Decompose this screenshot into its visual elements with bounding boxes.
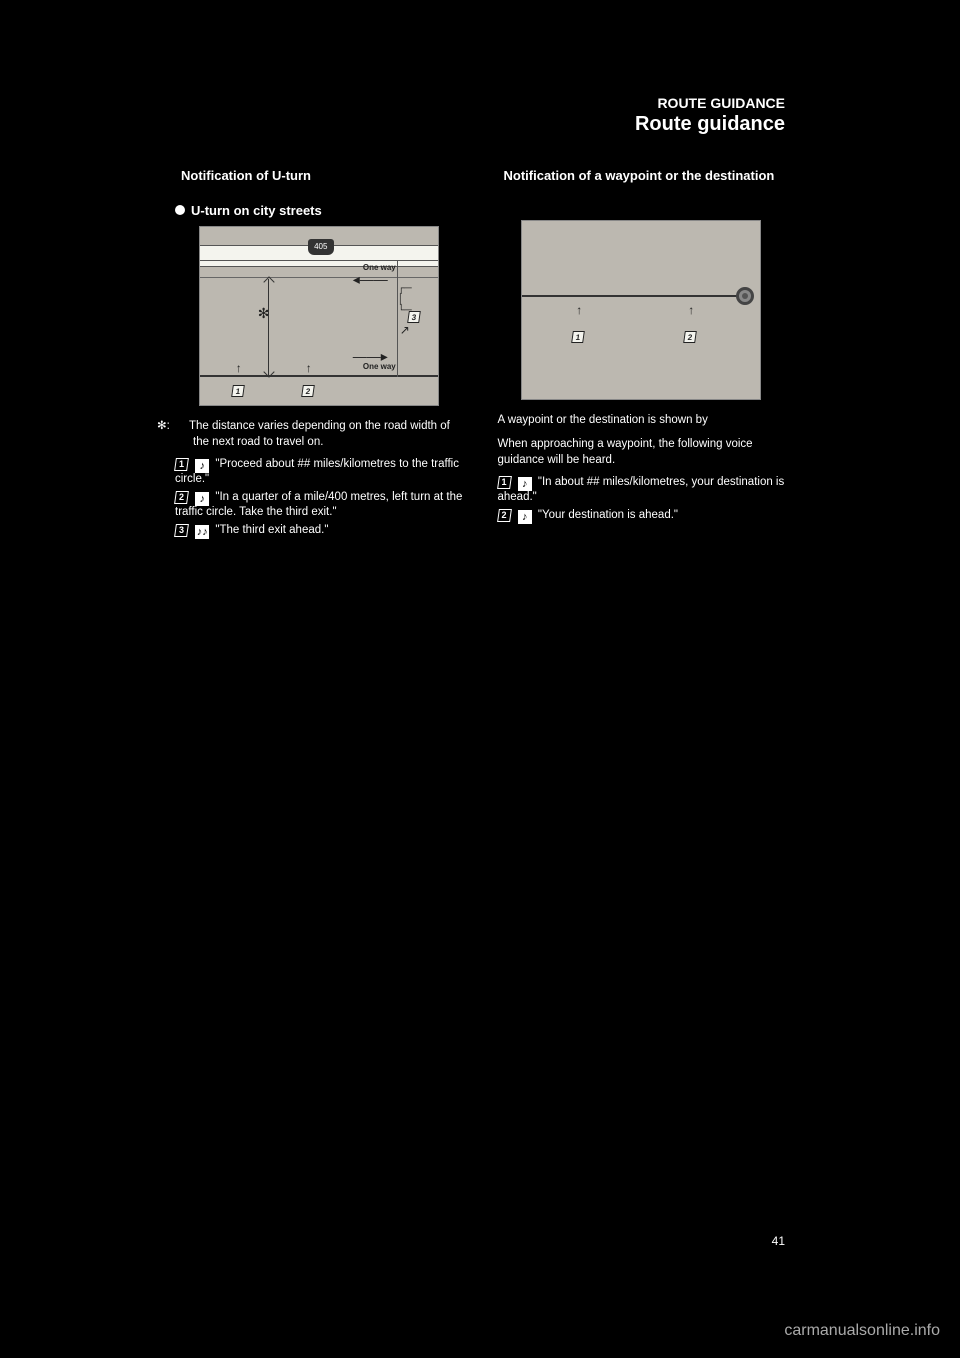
diagram-uturn: 405 One way ◂—— One way ——▸ ✻ ↑ 1 ↑ 2 ↗ … [199,226,439,406]
arrow-hook-icon: ↗ [400,323,410,337]
col2-heading: Notification of a waypoint or the destin… [498,165,786,205]
callout-marker: 2 [301,385,315,397]
asterisk-icon: ✻: [175,418,189,434]
arrow-right-icon: ——▸ [353,348,388,365]
arrow-up-icon: ↑ [688,303,694,317]
arrow-up-icon: ↑ [576,303,582,317]
col1-subheading: U-turn on city streets [175,203,463,218]
col1-subheading-text: U-turn on city streets [191,203,322,218]
callout-text: "Proceed about ## miles/kilometres to th… [175,458,459,485]
note-icon: ♪ [518,477,532,491]
callout-text: "In about ## miles/kilometres, your dest… [498,476,785,503]
route-line [522,295,752,297]
note-icon: ♪ [195,492,209,506]
callout-row: 3 ♪♪ "The third exit ahead." [175,524,463,539]
span-indicator [268,279,269,375]
content-columns: Notification of U-turn U-turn on city st… [175,165,785,541]
note-icon: ♪♪ [195,525,209,539]
column-left: Notification of U-turn U-turn on city st… [175,165,463,541]
callout-text: "In a quarter of a mile/400 metres, left… [175,491,462,518]
arrow-up-icon: ↑ [306,361,312,375]
callout-marker: 1 [571,331,585,343]
callout-row: 1 ♪ "Proceed about ## miles/kilometres t… [175,458,463,485]
callout-marker: 2 [683,331,697,343]
footnote: ✻:The distance varies depending on the r… [193,418,463,450]
callout-text: "The third exit ahead." [212,524,328,536]
col1-heading: Notification of U-turn [175,165,463,188]
bullet-icon [175,205,185,215]
footnote-text: The distance varies depending on the roa… [189,420,450,448]
arrow-left-icon: ◂—— [353,271,388,288]
diagram-waypoint: ↑ 1 ↑ 2 [521,220,761,400]
callout-row: 1 ♪ "In about ## miles/kilometres, your … [498,476,786,503]
paragraph: When approaching a waypoint, the followi… [498,436,786,468]
callout-marker: 3 [175,524,188,537]
note-icon: ♪ [195,459,209,473]
hwy-shield-icon: 405 [308,239,334,255]
page-header: ROUTE GUIDANCE Route guidance [635,95,785,136]
callout-row: 2 ♪ "In a quarter of a mile/400 metres, … [175,491,463,518]
callout-marker: 1 [175,458,188,471]
callout-marker: 2 [498,509,511,522]
section-title: Route guidance [635,113,785,136]
callout-row: 2 ♪ "Your destination is ahead." [498,509,786,524]
map-road [200,277,438,278]
map-road [200,261,438,267]
column-right: Notification of a waypoint or the destin… [498,165,786,541]
callout-marker: 1 [498,476,511,489]
arrow-up-icon: ↑ [236,361,242,375]
callout-marker: 2 [175,491,188,504]
callout-text: "Your destination is ahead." [535,509,678,521]
page-number: 41 [772,1234,785,1248]
paragraph: A waypoint or the destination is shown b… [498,412,786,428]
map-road [200,375,438,377]
watermark: carmanualsonline.info [784,1322,940,1340]
path-arrow-icon: ┌─│└─ [398,283,412,316]
destination-icon [736,287,754,305]
callout-marker: 1 [231,385,245,397]
chapter-title: ROUTE GUIDANCE [635,95,785,111]
note-icon: ♪ [518,510,532,524]
map-road [397,261,398,377]
